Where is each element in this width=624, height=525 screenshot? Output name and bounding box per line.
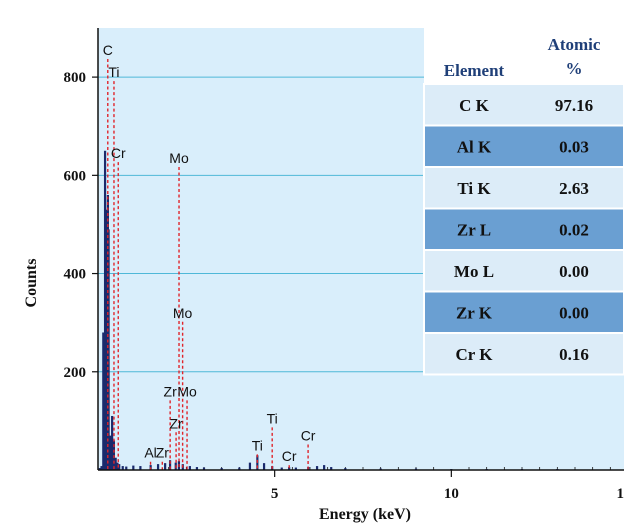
peak-marker-label: Ti bbox=[108, 64, 119, 80]
table-cell-element: Cr K bbox=[456, 345, 494, 364]
y-tick-label: 800 bbox=[64, 70, 87, 86]
table-row bbox=[423, 332, 624, 376]
spectrum-bar bbox=[109, 435, 112, 470]
spectrum-bar bbox=[100, 466, 103, 470]
spectrum-bar bbox=[132, 465, 135, 470]
peak-marker-label: Cr bbox=[111, 145, 126, 161]
table-cell-element: Zr K bbox=[456, 304, 493, 323]
table-cell-element: Al K bbox=[457, 138, 492, 157]
table-cell-element: Mo L bbox=[454, 262, 494, 281]
table-row bbox=[423, 290, 624, 334]
spectrum-bar bbox=[195, 467, 199, 470]
spectrum-bar bbox=[107, 229, 110, 470]
spectrum-bar bbox=[121, 466, 124, 470]
table-row bbox=[423, 83, 624, 127]
peak-marker-label: Mo bbox=[173, 305, 193, 321]
spectrum-bar bbox=[98, 468, 101, 470]
spectrum-bar bbox=[323, 465, 326, 470]
table-cell-value: 0.00 bbox=[559, 262, 589, 281]
table-row bbox=[423, 124, 624, 168]
spectrum-bar bbox=[262, 463, 266, 470]
y-tick-label: 400 bbox=[64, 267, 87, 283]
spectrum-bar bbox=[114, 457, 117, 470]
y-axis-title: Counts bbox=[23, 259, 40, 308]
spectrum-bar bbox=[111, 415, 114, 470]
x-tick-label: 15 bbox=[617, 486, 624, 502]
table-header-percent: % bbox=[566, 59, 583, 78]
peak-marker-label: Mo bbox=[177, 383, 197, 399]
peak-marker-label: Zr bbox=[164, 383, 178, 399]
peak-marker-label: C bbox=[103, 42, 113, 58]
spectrum-bar bbox=[188, 466, 191, 470]
table-row bbox=[423, 166, 624, 210]
spectrum-bar bbox=[294, 467, 297, 470]
spectrum-bar bbox=[164, 463, 167, 470]
spectrum-bar bbox=[156, 464, 160, 470]
table-header-element: Element bbox=[444, 61, 505, 80]
table-cell-element: Zr L bbox=[457, 221, 491, 240]
spectrum-bar bbox=[103, 150, 107, 470]
table-cell-value: 0.03 bbox=[559, 138, 589, 157]
spectrum-bar bbox=[202, 467, 206, 470]
peak-marker-label: Ti bbox=[252, 437, 263, 453]
table-cell-element: Ti K bbox=[457, 179, 491, 198]
spectrum-bar bbox=[344, 468, 347, 470]
table-header-bg bbox=[424, 28, 624, 84]
table-cell-value: 97.16 bbox=[555, 96, 593, 115]
y-tick-label: 600 bbox=[64, 168, 87, 184]
spectrum-bar bbox=[315, 466, 319, 470]
spectrum-bar bbox=[168, 460, 172, 470]
spectrum-bar bbox=[116, 462, 119, 470]
spectrum-bar bbox=[248, 462, 252, 470]
x-tick-label: 5 bbox=[271, 486, 279, 502]
table-header-atomic: Atomic bbox=[548, 35, 601, 54]
peak-marker-label: Cr bbox=[282, 448, 297, 464]
peak-marker-label: Mo bbox=[169, 150, 189, 166]
spectrum-bar bbox=[118, 464, 121, 470]
spectrum-bar bbox=[139, 466, 142, 470]
atomic-percent-table: Element Atomic% C K 97.16 Al K 0.03 Ti K 2.63 Zr… bbox=[423, 28, 624, 376]
peak-marker-label: Cr bbox=[301, 428, 316, 444]
x-tick-label: 10 bbox=[444, 486, 459, 502]
x-axis-title: Energy (keV) bbox=[319, 506, 411, 523]
y-tick-label: 200 bbox=[64, 365, 87, 381]
axis-tick-labels: 200 400 600 800 5 10 15 bbox=[64, 70, 624, 502]
peak-marker-label: Al bbox=[144, 445, 156, 461]
spectrum-bar bbox=[238, 467, 241, 470]
table-cell-element: C K bbox=[459, 96, 490, 115]
table-cell-value: 0.02 bbox=[559, 221, 589, 240]
table-row bbox=[423, 207, 624, 251]
peak-marker-label: Zr bbox=[169, 415, 183, 431]
spectrum-bar bbox=[102, 332, 105, 470]
spectrum-bar bbox=[220, 468, 223, 470]
table-cell-value: 2.63 bbox=[559, 179, 589, 198]
peak-marker-label: Ti bbox=[267, 410, 278, 426]
spectrum-bar bbox=[288, 467, 291, 470]
table-cell-value: 0.16 bbox=[559, 345, 589, 364]
table-cell-value: 0.00 bbox=[559, 304, 589, 323]
spectrum-bar bbox=[330, 467, 333, 470]
peak-marker-label: Zr bbox=[156, 445, 170, 461]
spectrum-bar bbox=[280, 467, 283, 470]
spectrum-bar bbox=[125, 466, 128, 470]
